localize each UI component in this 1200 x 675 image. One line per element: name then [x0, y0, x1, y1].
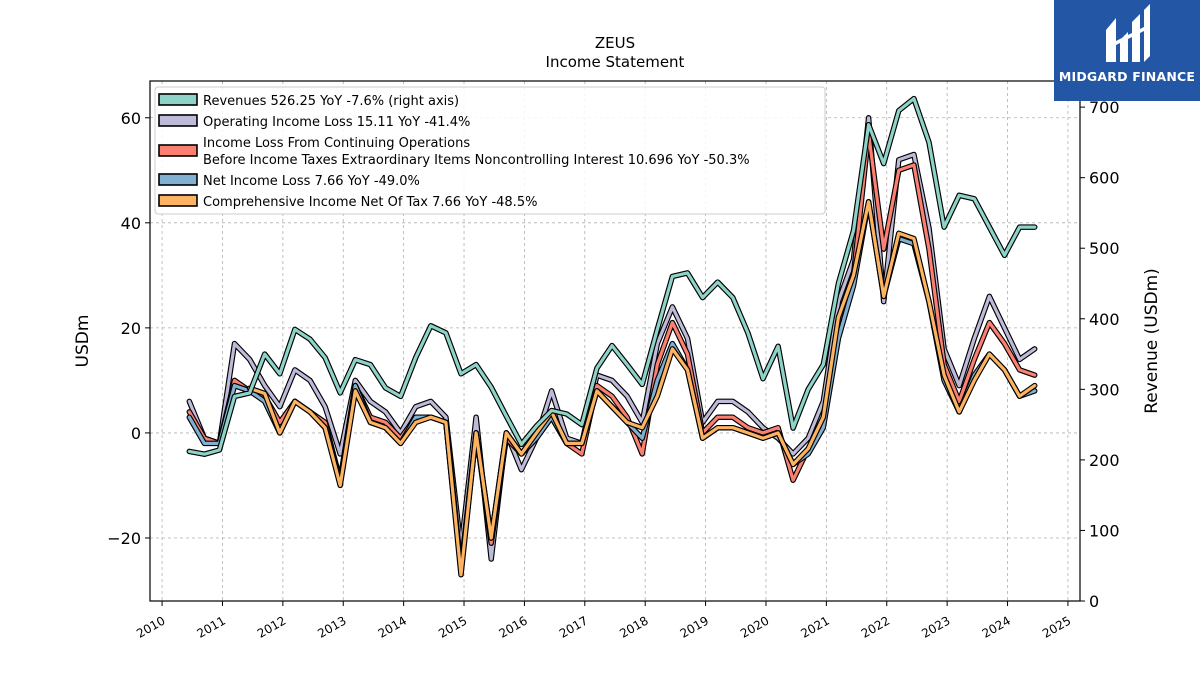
x-tick-label: 2010 — [134, 613, 167, 640]
y-tick-label: 40 — [121, 214, 141, 233]
y-right-tick-label: 500 — [1089, 239, 1120, 258]
series-layer — [186, 95, 1038, 578]
series-line-0 — [186, 95, 1038, 457]
x-tick-label: 2013 — [315, 613, 348, 640]
logo-mark-icon — [1106, 4, 1150, 62]
y-right-tick-label: 0 — [1089, 592, 1099, 611]
x-tick-label: 2012 — [255, 613, 288, 640]
x-tick-label: 2025 — [1040, 613, 1073, 640]
x-tick-label: 2020 — [738, 613, 771, 640]
legend-label-1: Operating Income Loss 15.11 YoY -41.4% — [203, 115, 470, 130]
legend-label-3: Net Income Loss 7.66 YoY -49.0% — [203, 174, 420, 189]
y-right-tick-label: 400 — [1089, 310, 1120, 329]
series-stroke-0 — [187, 97, 1037, 456]
legend-box — [154, 86, 826, 215]
x-tick-label: 2014 — [376, 613, 409, 640]
chart-title: ZEUS — [595, 34, 635, 52]
x-tick-label: 2023 — [919, 613, 952, 640]
y-tick-label: 20 — [121, 319, 141, 338]
legend-label-0: Revenues 526.25 YoY -7.6% (right axis) — [203, 94, 459, 109]
x-tick-label: 2016 — [496, 613, 529, 640]
legend-label-4: Comprehensive Income Net Of Tax 7.66 YoY… — [203, 195, 537, 210]
x-tick-label: 2018 — [617, 613, 650, 640]
x-tick-label: 2011 — [195, 613, 228, 640]
y-tick-label: 0 — [131, 424, 141, 443]
y-right-tick-label: 300 — [1089, 380, 1120, 399]
y-axis-label: USDm — [73, 315, 93, 368]
y-tick-label: −20 — [107, 529, 141, 548]
chart-subtitle: Income Statement — [546, 53, 685, 71]
legend-swatch-3 — [158, 173, 198, 186]
x-tick-label: 2015 — [436, 613, 469, 640]
x-tick-label: 2024 — [980, 613, 1013, 640]
y-tick-label: 60 — [121, 109, 141, 128]
y-right-tick-label: 100 — [1089, 521, 1120, 540]
x-tick-label: 2022 — [859, 613, 892, 640]
y-right-tick-label: 700 — [1089, 98, 1120, 117]
x-tick-label: 2019 — [678, 613, 711, 640]
logo-text: MIDGARD FINANCE — [1058, 69, 1196, 84]
legend-swatch-1 — [158, 114, 198, 127]
y-right-tick-label: 600 — [1089, 169, 1120, 188]
legend-label-2: Income Loss From Continuing Operations Be… — [203, 136, 750, 168]
series-stroke-4 — [248, 200, 1037, 577]
plot-frame — [149, 80, 1081, 602]
legend-swatch-2 — [158, 144, 198, 157]
y-axis-right-label: Revenue (USDm) — [1142, 268, 1162, 414]
series-line-4 — [246, 199, 1038, 578]
midgard-finance-logo: MIDGARD FINANCE — [1054, 0, 1200, 101]
legend: Revenues 526.25 YoY -7.6% (right axis) Op… — [154, 86, 826, 215]
y-right-tick-label: 200 — [1089, 451, 1120, 470]
x-tick-label: 2021 — [798, 613, 831, 640]
legend-swatch-0 — [158, 93, 198, 106]
legend-swatch-4 — [158, 194, 198, 207]
x-tick-label: 2017 — [557, 613, 590, 640]
